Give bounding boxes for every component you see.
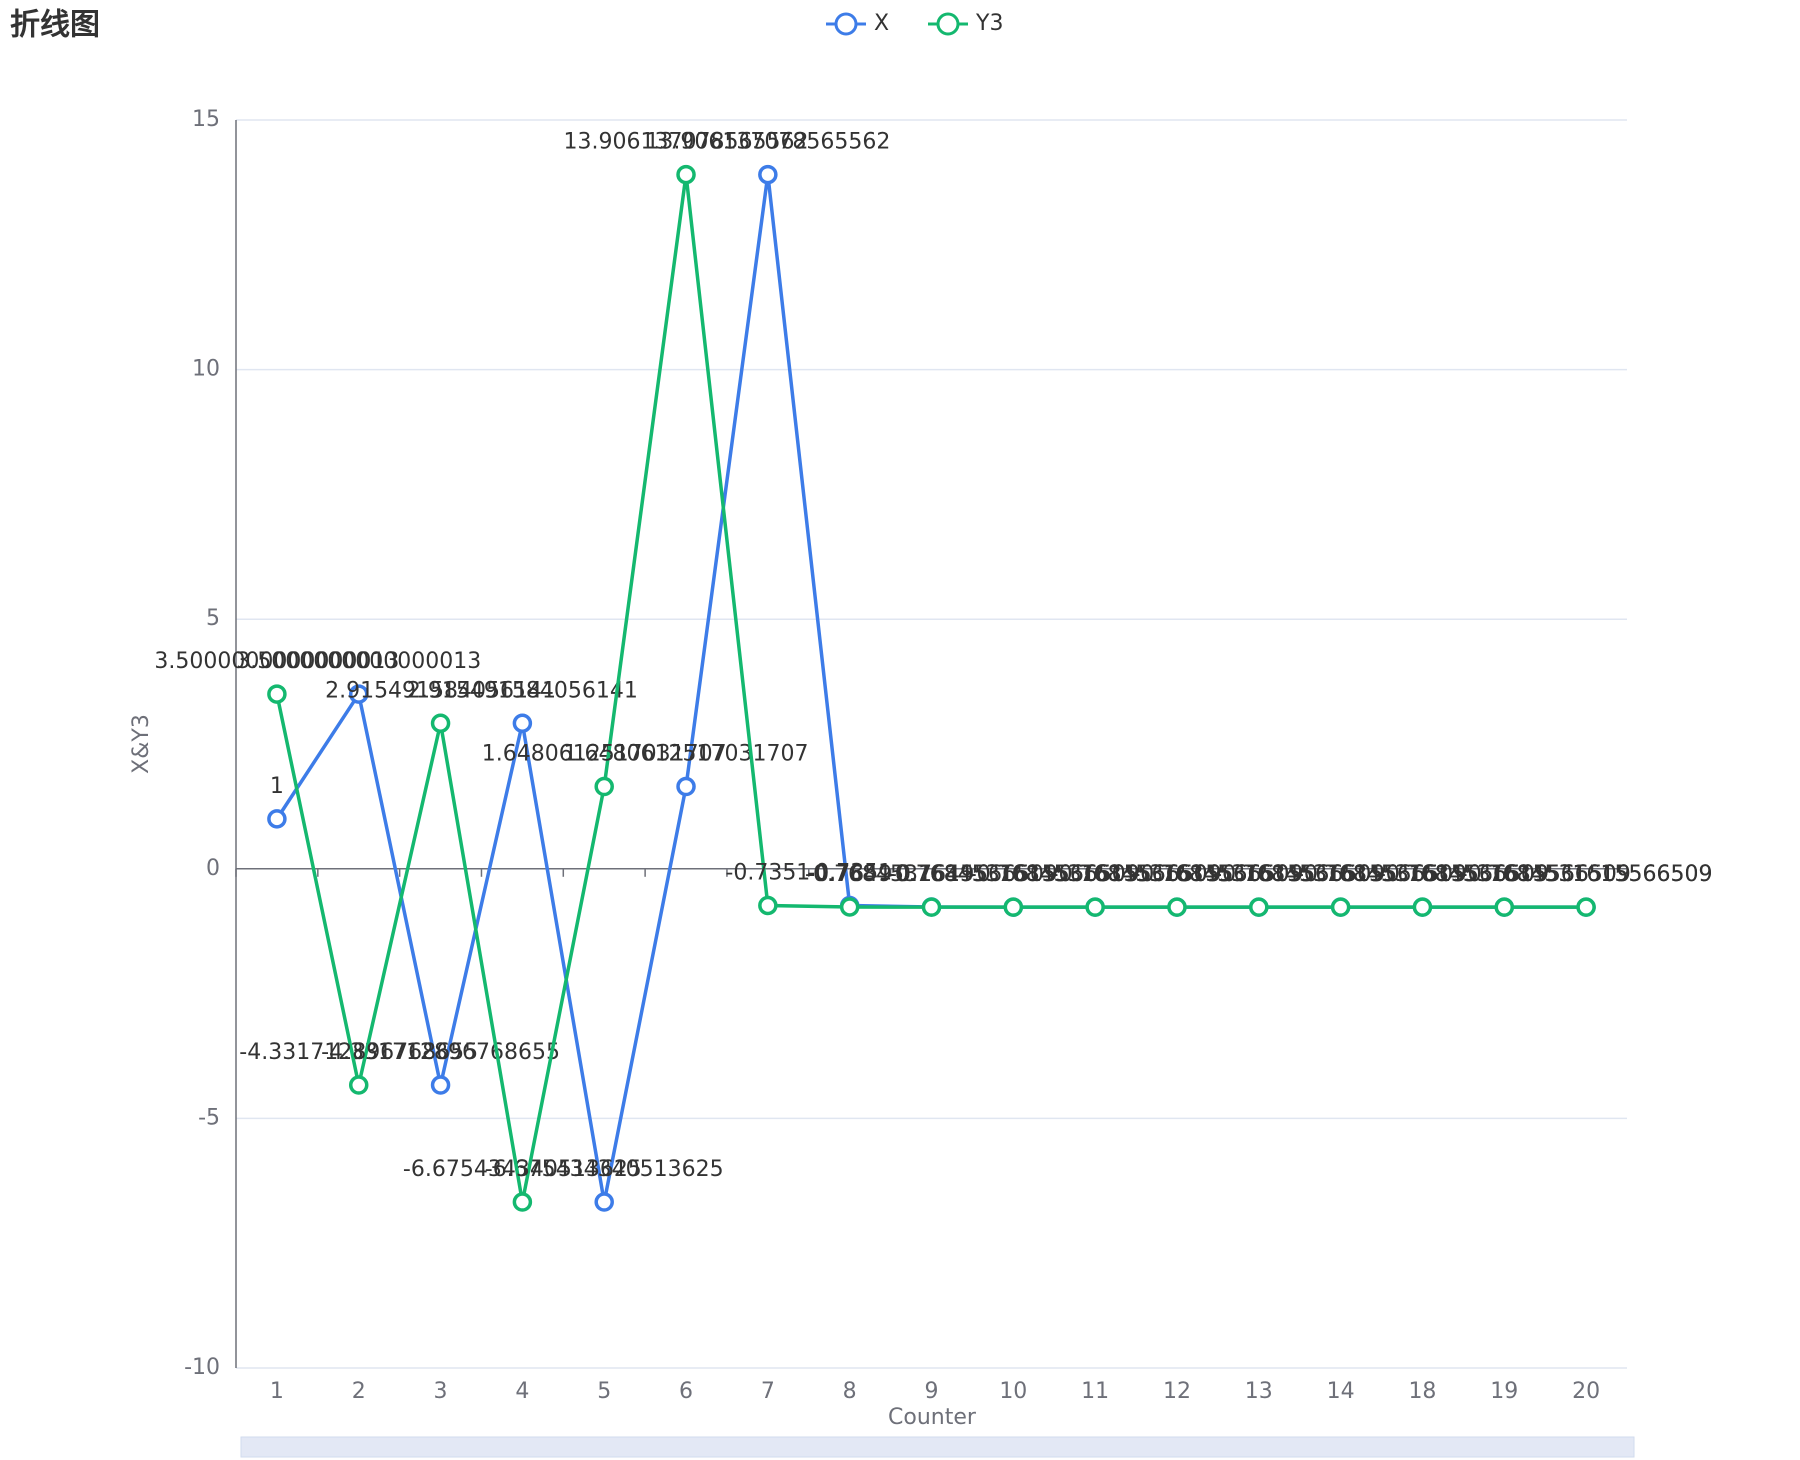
data-point [1085,897,1105,917]
y-tick-label: 15 [192,107,220,132]
data-label: -0.7684531615566509 [805,862,1058,887]
data-label: -0.7649 [889,862,974,887]
data-label: -6.675434340513625 [403,1157,642,1182]
data-point [1167,897,1187,917]
x-tick-label: 18 [1408,1379,1436,1404]
data-point [1412,897,1433,917]
data-label: 1.6480612517031707 [482,742,727,767]
zoom-slider[interactable] [240,1436,1635,1458]
legend-symbol [834,12,858,36]
data-label: 1.6480612517031707 [564,742,809,767]
data-label: -0.7684531615566509 [1378,862,1631,887]
x-tick-label: 10 [999,1379,1027,1404]
data-label: 2.915491584056141 [325,678,556,703]
x-tick-label: 13 [1245,1379,1273,1404]
data-label: 1 [270,774,284,799]
data-label: -4.331712896768655 [321,1040,560,1065]
x-tick-label: 7 [761,1379,775,1404]
data-label: -0.7684531615566509 [969,862,1222,887]
data-label: -0.7684531615566509 [1214,862,1467,887]
data-point [839,897,860,917]
data-label: -0.7684531615566509 [1214,862,1467,887]
data-label: -0.7684531615566509 [887,862,1140,887]
legend-label: X [874,11,889,36]
data-point [594,776,614,797]
data-label: -0.7684531615566509 [1051,862,1304,887]
x-tick-label: 19 [1490,1379,1518,1404]
x-tick-label: 4 [515,1379,529,1404]
data-point [1003,897,1024,917]
data-point [758,895,778,916]
data-label: -0.7684531615566509 [1460,862,1713,887]
x-tick-label: 1 [270,1379,284,1404]
data-point [594,1192,614,1212]
data-point [1494,897,1515,917]
data-label: -0.7684531615566509 [1051,862,1304,887]
y-axis-title: X&Y3 [129,714,154,774]
y-tick-label: -5 [198,1105,220,1130]
data-point [676,776,696,797]
x-tick-label: 14 [1327,1379,1355,1404]
data-point [267,809,287,829]
data-label: 13.906137078565562 [564,130,809,155]
data-point [676,164,696,185]
data-point [430,713,451,734]
data-label: -0.7684531615566509 [1296,862,1549,887]
y-tick-label: 0 [206,856,220,881]
data-point [921,897,942,917]
data-point [512,1192,533,1212]
y-tick-label: 5 [206,606,220,631]
legend-symbol [936,12,960,36]
x-tick-label: 5 [597,1379,611,1404]
chart-title: 折线图 [10,8,100,43]
x-axis-title: Counter [888,1405,977,1430]
data-point [430,1075,451,1095]
data-label: -0.7649 [807,862,892,887]
y-tick-label: 10 [192,357,220,382]
data-point [512,713,533,734]
x-tick-label: 2 [352,1379,366,1404]
data-label: -0.7351 [725,860,810,885]
x-tick-label: 8 [843,1379,857,1404]
data-point [267,684,287,704]
data-point [1576,897,1596,917]
data-label: -0.7684531615566509 [1296,862,1549,887]
data-point [348,684,369,704]
x-tick-label: 12 [1163,1379,1191,1404]
data-label: -6.675434340513625 [485,1157,724,1182]
x-tick-label: 20 [1572,1379,1600,1404]
data-label: -0.7684531615566509 [1378,862,1631,887]
y-tick-label: -10 [184,1355,220,1380]
data-label: -4.331712896768655 [239,1040,478,1065]
data-label: -0.7684531615566509 [1460,862,1713,887]
data-label: 3.5000000000000013 [236,649,481,674]
data-label: 2.915491584056141 [407,678,638,703]
data-label: 3.5000000000000013 [154,649,399,674]
data-label: -0.7351 [807,860,892,885]
data-label: 13.906137078565562 [645,130,890,155]
data-point [1330,897,1351,917]
x-tick-label: 3 [434,1379,448,1404]
x-tick-label: 6 [679,1379,693,1404]
data-point [1249,897,1269,917]
data-label: -0.7684531615566509 [969,862,1222,887]
x-tick-label: 11 [1081,1379,1109,1404]
data-point [348,1075,369,1095]
data-label: -0.7684531615566509 [1132,862,1385,887]
data-label: -0.7684531615566509 [887,862,1140,887]
data-point [758,164,778,185]
x-tick-label: 9 [925,1379,939,1404]
data-label: -0.7684531615566509 [1132,862,1385,887]
legend-label: Y3 [975,11,1003,36]
